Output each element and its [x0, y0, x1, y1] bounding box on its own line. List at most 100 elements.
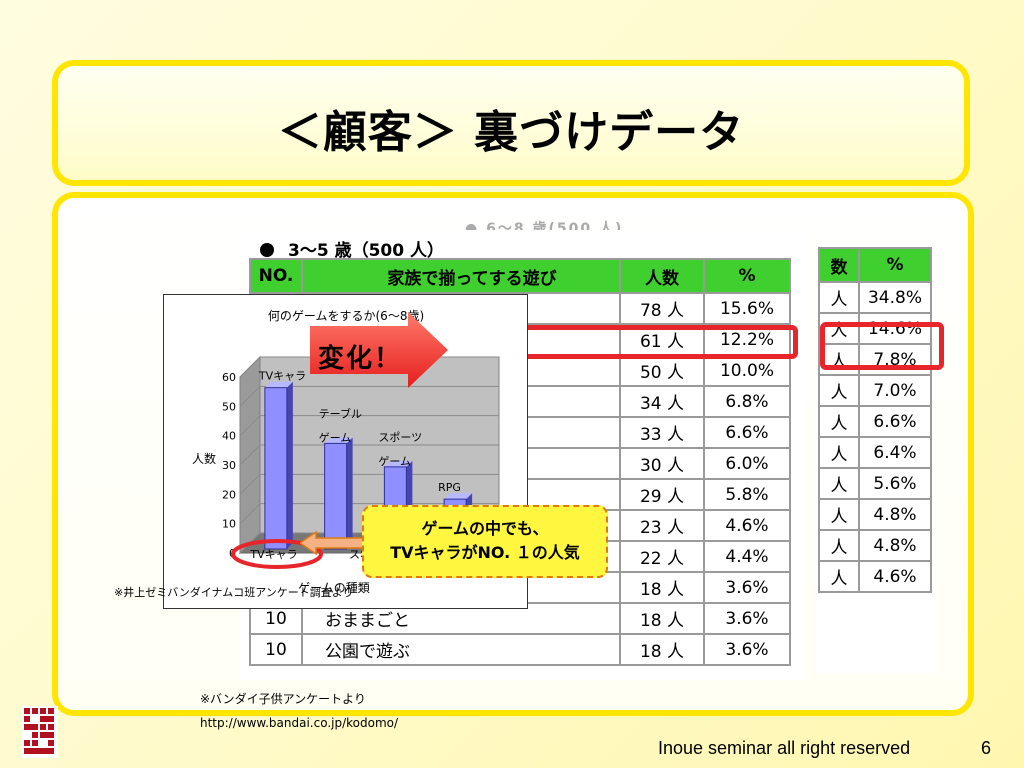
table-row: 人 4.8%	[818, 529, 932, 562]
table-row: 人 4.8%	[818, 498, 932, 531]
table-header-row: 数%	[818, 247, 932, 283]
gridline-side	[239, 503, 261, 525]
y-tick-label: 40	[222, 430, 236, 443]
table-cell-pct: 4.8%	[858, 529, 932, 562]
table-cell-pct: 3.6%	[703, 633, 791, 666]
callout-box: ゲームの中でも、 TVキャラがNO. １の人気	[362, 505, 608, 578]
y-tick-label: 20	[222, 488, 236, 501]
table-cell-pct: 4.4%	[703, 540, 791, 573]
table-row: 人 14.6%	[818, 312, 932, 345]
table-cell-count: 人	[818, 405, 860, 438]
table-cell-pct: 6.8%	[703, 385, 791, 418]
page-number: 6	[981, 738, 992, 758]
y-tick-label: 50	[222, 400, 236, 413]
x-tick-label: TVキャラ	[249, 548, 297, 561]
table-cell-pct: 10.0%	[703, 354, 791, 387]
table-cell-count: 人	[818, 467, 860, 500]
table-cell-count: 29 人	[619, 478, 705, 511]
table-cell-count: 23 人	[619, 509, 705, 542]
bar-data-label: ゲーム	[319, 431, 352, 444]
y-tick-label: 10	[222, 518, 236, 531]
table-cell-count: 人	[818, 436, 860, 469]
change-label: 変化！	[318, 344, 403, 374]
bar-top	[384, 460, 413, 467]
table-cell-no: 10	[249, 633, 303, 666]
table-row: 人 5.6%	[818, 467, 932, 500]
source-url: http://www.bandai.co.jp/kodomo/	[200, 716, 399, 730]
table-cell-pct: 5.6%	[858, 467, 932, 500]
table-header-cell: NO.	[249, 258, 303, 294]
table-cell-play: 公園で遊ぶ	[301, 633, 621, 666]
table-cell-pct: 5.8%	[703, 478, 791, 511]
gridline-side	[239, 444, 261, 466]
table-cell-pct: 6.6%	[703, 416, 791, 449]
bar-data-label: スポーツ	[378, 431, 422, 444]
bar	[264, 387, 288, 550]
table-row: 人 34.8%	[818, 281, 932, 314]
gridline-side	[239, 415, 261, 437]
footer-text: Inoue seminar all right reserved	[658, 738, 911, 758]
table-cell-pct: 4.6%	[858, 560, 932, 593]
table-cell-count: 人	[818, 529, 860, 562]
bar-data-label: テーブル	[319, 406, 362, 420]
section-heading: 3～5 歳（500 人）	[260, 236, 444, 261]
change-arrow-icon	[310, 312, 448, 388]
table-cell-pct: 34.8%	[858, 281, 932, 314]
table-cell-count: 人	[818, 281, 860, 314]
gridline-side	[239, 385, 261, 407]
y-tick-label: 60	[222, 371, 236, 384]
bullet-dot-icon	[260, 243, 274, 257]
chart-title: 何のゲームをするか(6～8歳)	[268, 309, 424, 323]
bar-top	[444, 493, 473, 500]
table-row: 人 7.8%	[818, 343, 932, 376]
y-axis-label: 人数	[192, 451, 216, 466]
table-header-cell: %	[703, 258, 791, 294]
highlight-circle	[231, 539, 323, 569]
table-row: 人 4.6%	[818, 560, 932, 593]
table-cell-count: 30 人	[619, 447, 705, 480]
bar-side	[346, 437, 353, 549]
bar-top	[324, 437, 353, 444]
x-axis-label: ゲームの種類	[298, 581, 370, 595]
gridline-side	[239, 356, 261, 378]
table-cell-count: 34 人	[619, 385, 705, 418]
table-cell-pct: 6.4%	[858, 436, 932, 469]
inset-note: ※井上ゼミバンダイナムコ班アンケート調査より	[114, 586, 354, 599]
bar-data-label: ゲーム	[378, 455, 411, 468]
bar-data-label: RPG	[438, 481, 461, 494]
table-header-row: NO. 家族で揃ってする遊び 人数%	[249, 258, 791, 294]
table-cell-pct: 4.6%	[703, 509, 791, 542]
table-cell-pct: 6.6%	[858, 405, 932, 438]
table-cell-count: 人	[818, 560, 860, 593]
callout-line-2: TVキャラがNO. １の人気	[390, 543, 580, 562]
slide-title: ＜顧客＞ 裏づけデータ	[277, 107, 745, 158]
y-tick-label: 30	[222, 459, 236, 472]
bar-side	[286, 381, 293, 549]
table-row: 人 6.6%	[818, 405, 932, 438]
table-cell-count: 50 人	[619, 354, 705, 387]
highlight-right-rect	[820, 322, 944, 370]
table-cell-pct: 7.0%	[858, 374, 932, 407]
table-cell-count: 18 人	[619, 602, 705, 635]
table-row: 人 6.4%	[818, 436, 932, 469]
table-cell-count: 人	[818, 498, 860, 531]
table-cell-pct: 3.6%	[703, 571, 791, 604]
table-cell-pct: 6.0%	[703, 447, 791, 480]
table-cell-count: 18 人	[619, 633, 705, 666]
callout-line-1: ゲームの中でも、	[421, 519, 549, 538]
table-header-cell: 家族で揃ってする遊び	[301, 258, 621, 294]
table-cell-count: 22 人	[619, 540, 705, 573]
table-cell-count: 18 人	[619, 571, 705, 604]
gridline-side	[239, 473, 261, 495]
source-note: ※バンダイ子供アンケートより	[200, 692, 366, 706]
table-row: 10 公園で遊ぶ 18 人 3.6%	[249, 633, 791, 666]
seminar-logo	[22, 706, 58, 758]
callout-arrow-icon	[300, 530, 369, 556]
table-cell-count: 33 人	[619, 416, 705, 449]
bar	[324, 442, 348, 550]
comparison-table: 数% 人 34.8% 人 14.6% 人 7.8% 人 7.0% 人 6.6% 人 6.4% 人 5.6% 人…	[818, 247, 932, 593]
bar-data-label: TVキャラ	[258, 370, 306, 383]
table-cell-pct: 3.6%	[703, 602, 791, 635]
bar-top	[264, 381, 293, 388]
title-frame: ＜顧客＞ 裏づけデータ	[52, 60, 970, 186]
